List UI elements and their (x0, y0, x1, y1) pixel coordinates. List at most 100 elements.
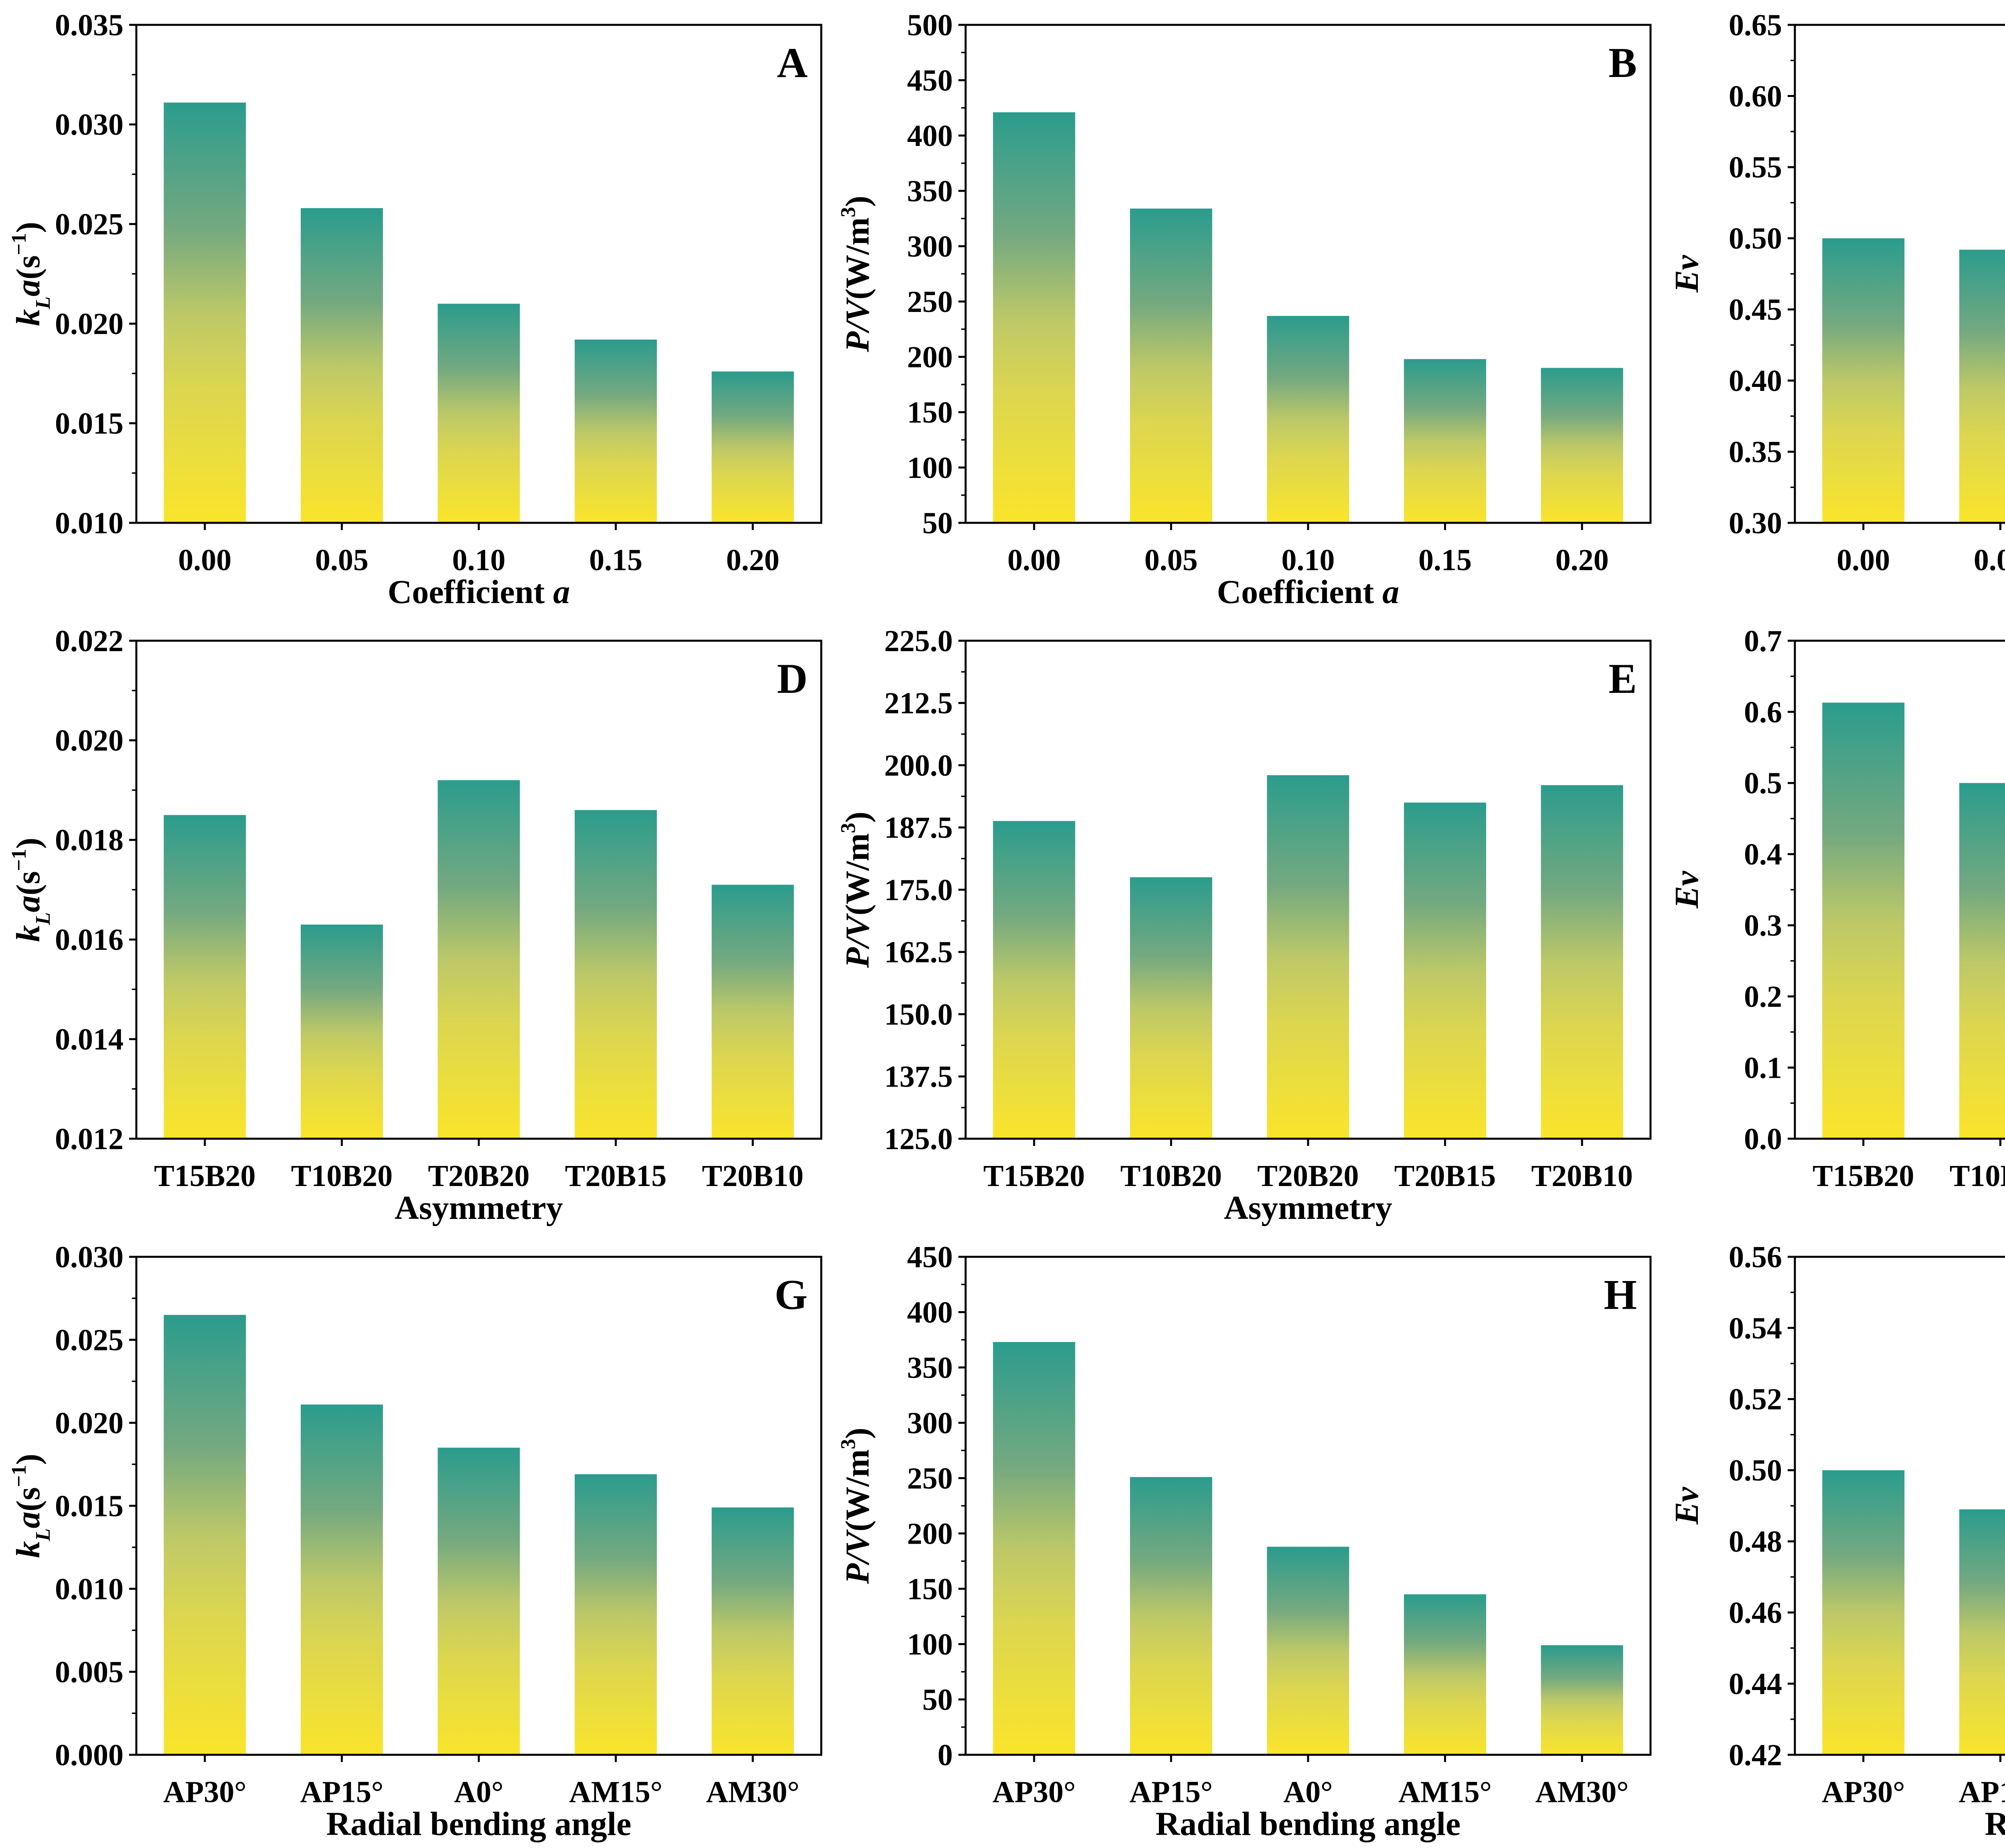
bar (1267, 316, 1349, 523)
y-tick-label: 200 (907, 1517, 953, 1550)
y-tick-label: 100 (907, 451, 953, 485)
x-tick-label: A0° (1283, 1775, 1333, 1809)
y-tick-label: 50 (922, 1683, 953, 1716)
y-tick-label: 0.40 (1729, 364, 1782, 398)
chart-svg: 125.0 137.5 150.0 162.5 175.0 187.5 200.0 212.5… (837, 624, 1652, 1227)
bar (993, 112, 1075, 523)
x-tick-label: T10B20 (291, 1159, 393, 1193)
y-tick-label: 212.5 (884, 686, 953, 720)
y-axis-title: kLa(s−1) (8, 838, 55, 942)
y-tick-label: 137.5 (884, 1060, 953, 1094)
y-tick-label: 162.5 (884, 935, 953, 969)
y-tick-label: 0.4 (1744, 838, 1782, 871)
y-tick-label: 0.6 (1744, 695, 1782, 729)
y-tick-label: 0.60 (1729, 79, 1782, 113)
y-tick-label: 0.3 (1744, 909, 1782, 943)
bar (437, 1447, 520, 1755)
y-tick-label: 400 (907, 119, 953, 153)
y-tick-label: 200.0 (884, 749, 953, 782)
y-tick-label: 0.5 (1744, 767, 1782, 800)
bar (164, 102, 246, 523)
chart-svg: 0.00.10.20.30.40.50.60.7T15B20T10B20T20B… (1668, 624, 2005, 1193)
chart-svg: 0.010 0.015 0.020 0.025 0.030 0.035 0.00 0.05 0.… (8, 8, 822, 611)
x-tick-label: AM30° (1535, 1775, 1629, 1809)
y-tick-label: 0.005 (55, 1655, 124, 1689)
y-tick-label: 0.30 (1729, 506, 1782, 540)
x-tick-label: T15B20 (983, 1159, 1085, 1193)
y-tick-label: 150 (907, 396, 953, 429)
x-axis-title: Radial bending angle (326, 1805, 632, 1843)
chart-svg: 0.42 0.44 0.46 0.48 0.50 0.52 0.54 0.56 AP30° AP1… (1668, 1240, 2005, 1843)
y-tick-label: 250 (907, 1461, 953, 1495)
chart-svg: 0 50 100 150 200 250 300 350 400 450 AP30° AP15° A0°… (837, 1240, 1652, 1843)
panel-letter: D (777, 655, 808, 702)
y-tick-label: 0.54 (1729, 1312, 1782, 1345)
y-tick-label: 0.010 (55, 506, 124, 540)
y-tick-label: 0.020 (55, 1406, 124, 1440)
y-tick-label: 225.0 (884, 624, 953, 658)
y-tick-label: 0.012 (55, 1122, 124, 1156)
y-tick-label: 0.65 (1729, 8, 1782, 42)
y-tick-label: 0.014 (55, 1022, 124, 1056)
y-tick-label: 0.1 (1744, 1051, 1782, 1085)
y-axis-title: Ev (1668, 255, 1705, 293)
y-tick-label: 0.030 (55, 1240, 124, 1274)
x-tick-label: T20B20 (1257, 1159, 1359, 1193)
y-tick-label: 0.56 (1729, 1240, 1782, 1274)
chart-panel-g: 0.000 0.005 0.010 0.015 0.020 0.025 0.030 AP30°… (0, 1232, 829, 1848)
bar (1130, 1477, 1212, 1755)
y-tick-label: 0.035 (55, 8, 124, 42)
y-tick-label: 400 (907, 1295, 953, 1329)
bar (1822, 702, 1905, 1139)
chart-panel-a: 0.010 0.015 0.020 0.025 0.030 0.035 0.00 0.05 0.… (0, 0, 829, 616)
x-axis-title: Asymmetry (395, 1189, 563, 1227)
x-tick-label: AP15° (300, 1775, 384, 1809)
x-tick-label: T20B10 (1531, 1159, 1633, 1193)
x-tick-label: AP15° (1959, 1775, 2005, 1809)
y-tick-label: 200 (907, 340, 953, 374)
bar (1404, 802, 1487, 1139)
x-axis-title: Asymmetry (1224, 1189, 1392, 1227)
x-tick-label: T10B20 (1950, 1159, 2005, 1193)
bar (300, 208, 383, 523)
y-tick-label: 150.0 (884, 998, 953, 1031)
y-tick-label: 0 (938, 1738, 953, 1772)
x-tick-label: 0.15 (1418, 543, 1472, 577)
bar (575, 810, 657, 1139)
y-tick-label: 0.030 (55, 108, 124, 142)
bar (1404, 1594, 1487, 1755)
y-tick-label: 350 (907, 174, 953, 208)
bar (993, 1342, 1075, 1755)
x-tick-label: T15B20 (1813, 1159, 1914, 1193)
y-axis-title: kLa(s−1) (8, 222, 55, 326)
chart-panel-e: 125.0 137.5 150.0 162.5 175.0 187.5 200.0 212.5… (829, 616, 1659, 1232)
bar (1267, 1546, 1349, 1755)
x-tick-label: 0.05 (1144, 543, 1198, 577)
bar (437, 780, 520, 1139)
bar (1404, 359, 1487, 523)
bar (300, 924, 383, 1139)
x-axis-title: Coefficient a (1217, 573, 1399, 611)
y-tick-label: 250 (907, 285, 953, 319)
chart-panel-c: 0.30 0.35 0.40 0.45 0.50 0.55 0.60 0.65 0.00 0.05… (1659, 0, 2005, 616)
y-tick-label: 300 (907, 1406, 953, 1440)
y-tick-label: 0.52 (1729, 1382, 1782, 1416)
y-tick-label: 100 (907, 1627, 953, 1661)
y-tick-label: 0.7 (1744, 624, 1782, 658)
x-tick-label: 0.20 (726, 543, 780, 577)
panel-letter: G (775, 1271, 808, 1318)
y-tick-label: 300 (907, 230, 953, 263)
x-tick-label: 0.00 (1837, 543, 1890, 577)
chart-svg: 0.000 0.005 0.010 0.015 0.020 0.025 0.030 AP30°… (8, 1240, 822, 1843)
x-tick-label: AM30° (706, 1775, 800, 1809)
y-tick-label: 125.0 (884, 1122, 953, 1156)
y-tick-label: 0.2 (1744, 980, 1782, 1014)
y-tick-label: 0.025 (55, 1323, 124, 1357)
bar (1267, 775, 1349, 1139)
x-tick-label: 0.10 (452, 543, 506, 577)
y-axis-title: P/V(W/m3) (837, 812, 876, 968)
bar (1541, 1645, 1623, 1755)
y-tick-label: 0.018 (55, 824, 124, 857)
bar (1130, 208, 1212, 523)
